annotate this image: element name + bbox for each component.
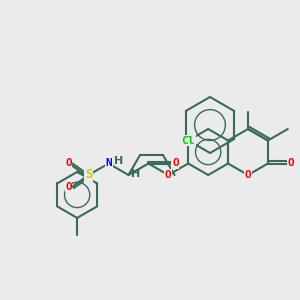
Text: Cl: Cl <box>182 136 195 146</box>
Text: O: O <box>65 158 72 169</box>
Text: H: H <box>131 169 141 179</box>
Text: O: O <box>65 182 72 191</box>
Text: O: O <box>244 170 251 180</box>
Text: O: O <box>287 158 294 169</box>
Text: O: O <box>172 158 179 169</box>
Text: H: H <box>114 157 123 166</box>
Text: O: O <box>165 170 172 180</box>
Text: S: S <box>85 169 92 182</box>
Text: N: N <box>105 158 112 169</box>
